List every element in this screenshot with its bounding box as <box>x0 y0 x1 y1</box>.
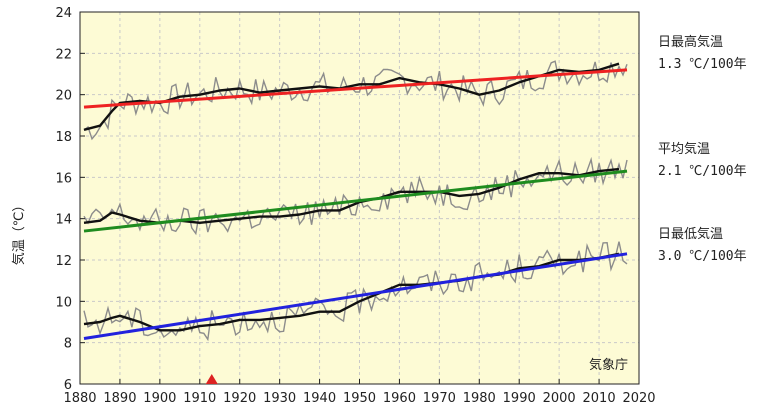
y-tick-label: 10 <box>55 295 72 310</box>
legend-name: 日最低気温 <box>658 226 723 242</box>
annual-line <box>83 156 628 236</box>
legend-rate: 3.0 ℃/100年 <box>658 249 747 264</box>
y-axis-ticks: 6 8 10 12 14 16 18 20 22 24 <box>55 6 85 393</box>
y-axis-label: 気温（℃） <box>11 199 27 266</box>
x-tick-label: 1880 <box>63 391 96 406</box>
legend-name: 平均気温 <box>658 141 710 157</box>
series-layer <box>83 60 628 342</box>
legend-rate: 1.3 ℃/100年 <box>658 57 747 72</box>
y-tick-label: 8 <box>64 337 72 352</box>
x-tick-label: 1950 <box>343 391 376 406</box>
annual-line <box>83 241 628 342</box>
marker-triangle <box>205 374 218 384</box>
y-tick-label: 18 <box>55 130 72 145</box>
x-tick-label: 1900 <box>143 391 176 406</box>
series-2 <box>83 156 628 236</box>
x-tick-label: 1890 <box>103 391 136 406</box>
y-tick-label: 12 <box>55 254 72 269</box>
y-tick-label: 24 <box>55 6 72 21</box>
source-label: 気象庁 <box>589 357 628 373</box>
x-tick-label: 2010 <box>583 391 616 406</box>
x-tick-label: 1970 <box>423 391 456 406</box>
trend-line <box>83 169 628 233</box>
x-tick-label: 1990 <box>503 391 536 406</box>
x-tick-label: 1930 <box>263 391 296 406</box>
series-3 <box>83 241 628 342</box>
y-tick-label: 22 <box>55 47 72 62</box>
annual-line <box>83 60 628 141</box>
x-tick-label: 1940 <box>303 391 336 406</box>
x-axis-ticks: 1880 1890 1900 1910 1920 1930 1940 1950 1960 1970… <box>63 379 656 406</box>
series-1 <box>83 60 628 141</box>
legend-name: 日最高気温 <box>658 34 723 50</box>
y-tick-label: 14 <box>55 213 72 228</box>
trend-line <box>83 252 628 341</box>
x-tick-label: 1960 <box>383 391 416 406</box>
y-tick-label: 6 <box>64 378 72 393</box>
y-tick-label: 16 <box>55 171 72 186</box>
x-tick-label: 1980 <box>463 391 496 406</box>
x-tick-label: 1910 <box>183 391 216 406</box>
x-tick-label: 1920 <box>223 391 256 406</box>
trend-line <box>83 68 628 109</box>
x-tick-label: 2020 <box>622 391 655 406</box>
legend-rate: 2.1 ℃/100年 <box>658 164 747 179</box>
y-tick-label: 20 <box>55 89 72 104</box>
x-tick-label: 2000 <box>543 391 576 406</box>
